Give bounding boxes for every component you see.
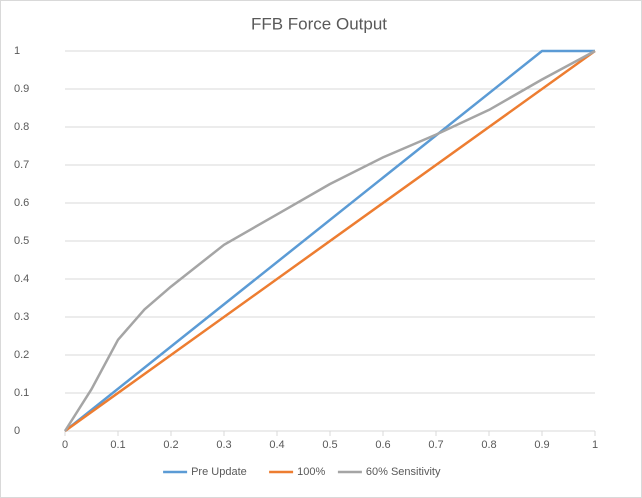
series-line: [64, 49, 595, 432]
y-tick-label: 0.4: [14, 273, 29, 285]
x-tick-label: 1: [592, 439, 598, 451]
x-tick-label: 0.7: [428, 439, 443, 451]
x-tick-label: 0.9: [534, 439, 549, 451]
chart-title: FFB Force Output: [251, 14, 387, 33]
x-tick-label: 0: [62, 439, 68, 451]
series-line: [63, 49, 596, 432]
legend-label: 100%: [297, 466, 325, 478]
x-tick-label: 0.5: [322, 439, 337, 451]
y-tick-label: 0.2: [14, 349, 29, 361]
y-tick-label: 0.3: [14, 311, 29, 323]
y-tick-label: 0: [14, 425, 20, 437]
y-tick-label: 0.1: [14, 387, 29, 399]
series-line: [64, 49, 596, 433]
y-tick-label: 0.9: [14, 83, 29, 95]
x-tick-label: 0.1: [110, 439, 125, 451]
y-tick-label: 0.6: [14, 197, 29, 209]
y-tick-label: 0.8: [14, 121, 29, 133]
legend-label: 60% Sensitivity: [366, 466, 441, 478]
x-tick-label: 0.4: [269, 439, 284, 451]
x-tick-label: 0.2: [163, 439, 178, 451]
x-tick-label: 0.8: [481, 439, 496, 451]
y-tick-label: 0.7: [14, 159, 29, 171]
x-tick-label: 0.3: [216, 439, 231, 451]
y-tick-label: 1: [14, 45, 20, 57]
y-tick-label: 0.5: [14, 235, 29, 247]
legend-label: Pre Update: [191, 466, 247, 478]
x-tick-label: 0.6: [375, 439, 390, 451]
